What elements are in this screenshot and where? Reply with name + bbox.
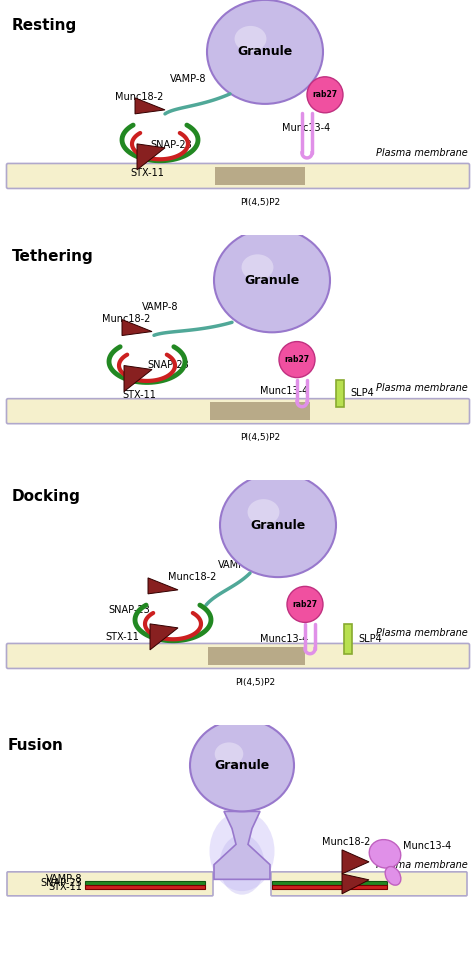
Text: Plasma membrane: Plasma membrane — [376, 628, 468, 638]
Ellipse shape — [210, 811, 274, 891]
Text: Fusion: Fusion — [8, 738, 64, 754]
Ellipse shape — [219, 834, 264, 895]
Ellipse shape — [214, 228, 330, 332]
Text: SNAP-23: SNAP-23 — [108, 605, 150, 614]
Text: rab27: rab27 — [312, 90, 337, 99]
Text: Granule: Granule — [214, 759, 270, 772]
Text: Tethering: Tethering — [12, 249, 94, 264]
Bar — [272, 885, 387, 889]
Polygon shape — [342, 874, 369, 894]
Text: Plasma membrane: Plasma membrane — [376, 860, 468, 870]
Polygon shape — [148, 578, 178, 594]
Text: Granule: Granule — [250, 518, 306, 532]
Polygon shape — [124, 366, 152, 392]
Polygon shape — [342, 850, 369, 874]
Ellipse shape — [385, 867, 401, 885]
FancyBboxPatch shape — [271, 872, 467, 896]
Polygon shape — [150, 624, 178, 650]
Text: SNAP-23: SNAP-23 — [40, 877, 82, 888]
Polygon shape — [137, 144, 165, 170]
Bar — [215, 167, 305, 185]
Text: VAMP-8: VAMP-8 — [46, 874, 82, 884]
Text: VAMP-8: VAMP-8 — [170, 74, 207, 84]
Text: STX-11: STX-11 — [130, 168, 164, 178]
Text: Munc18-2: Munc18-2 — [168, 572, 216, 582]
Text: PI(4,5)P2: PI(4,5)P2 — [235, 678, 275, 687]
Text: Docking: Docking — [12, 489, 81, 504]
Ellipse shape — [235, 26, 266, 52]
Text: Munc13-4: Munc13-4 — [260, 386, 308, 396]
FancyBboxPatch shape — [7, 872, 213, 896]
FancyBboxPatch shape — [7, 398, 470, 423]
Text: Munc13-4: Munc13-4 — [282, 123, 330, 132]
Text: Granule: Granule — [245, 274, 300, 287]
Polygon shape — [135, 98, 165, 114]
FancyBboxPatch shape — [7, 643, 470, 668]
Ellipse shape — [242, 254, 273, 280]
Text: SNAP-23: SNAP-23 — [150, 140, 192, 150]
Ellipse shape — [220, 473, 336, 577]
Ellipse shape — [247, 499, 280, 525]
Text: SLP4: SLP4 — [350, 388, 374, 398]
Text: rab27: rab27 — [284, 355, 310, 364]
Bar — [85, 881, 205, 885]
Circle shape — [287, 587, 323, 622]
Text: SLP4: SLP4 — [358, 634, 382, 644]
FancyBboxPatch shape — [7, 163, 470, 188]
Ellipse shape — [190, 719, 294, 811]
Text: Munc18-2: Munc18-2 — [322, 837, 370, 847]
Text: SNAP-23: SNAP-23 — [147, 360, 189, 370]
Bar — [85, 885, 205, 889]
Text: Munc13-4: Munc13-4 — [403, 841, 451, 851]
Text: Munc18-2: Munc18-2 — [102, 314, 150, 324]
Text: Granule: Granule — [237, 45, 292, 59]
Bar — [208, 647, 305, 665]
Circle shape — [279, 342, 315, 377]
Text: Resting: Resting — [12, 18, 77, 33]
Ellipse shape — [215, 742, 243, 765]
Circle shape — [307, 77, 343, 112]
Text: Plasma membrane: Plasma membrane — [376, 148, 468, 158]
Text: STX-11: STX-11 — [48, 882, 82, 892]
Polygon shape — [122, 320, 152, 336]
Text: VAMP-8: VAMP-8 — [142, 302, 179, 312]
Bar — [210, 402, 310, 420]
Text: VAMP-8: VAMP-8 — [218, 560, 255, 570]
Text: PI(4,5)P2: PI(4,5)P2 — [240, 198, 280, 207]
Text: Munc13-4: Munc13-4 — [260, 635, 308, 644]
Ellipse shape — [207, 0, 323, 104]
Ellipse shape — [369, 840, 401, 868]
Bar — [272, 881, 387, 885]
Bar — [344, 624, 352, 654]
Text: Plasma membrane: Plasma membrane — [376, 383, 468, 394]
Text: rab27: rab27 — [292, 600, 318, 609]
Text: Munc18-2: Munc18-2 — [115, 92, 164, 102]
Text: PI(4,5)P2: PI(4,5)P2 — [240, 433, 280, 443]
Bar — [336, 379, 344, 407]
Text: STX-11: STX-11 — [122, 390, 156, 399]
Polygon shape — [214, 811, 270, 879]
Text: STX-11: STX-11 — [105, 632, 139, 642]
